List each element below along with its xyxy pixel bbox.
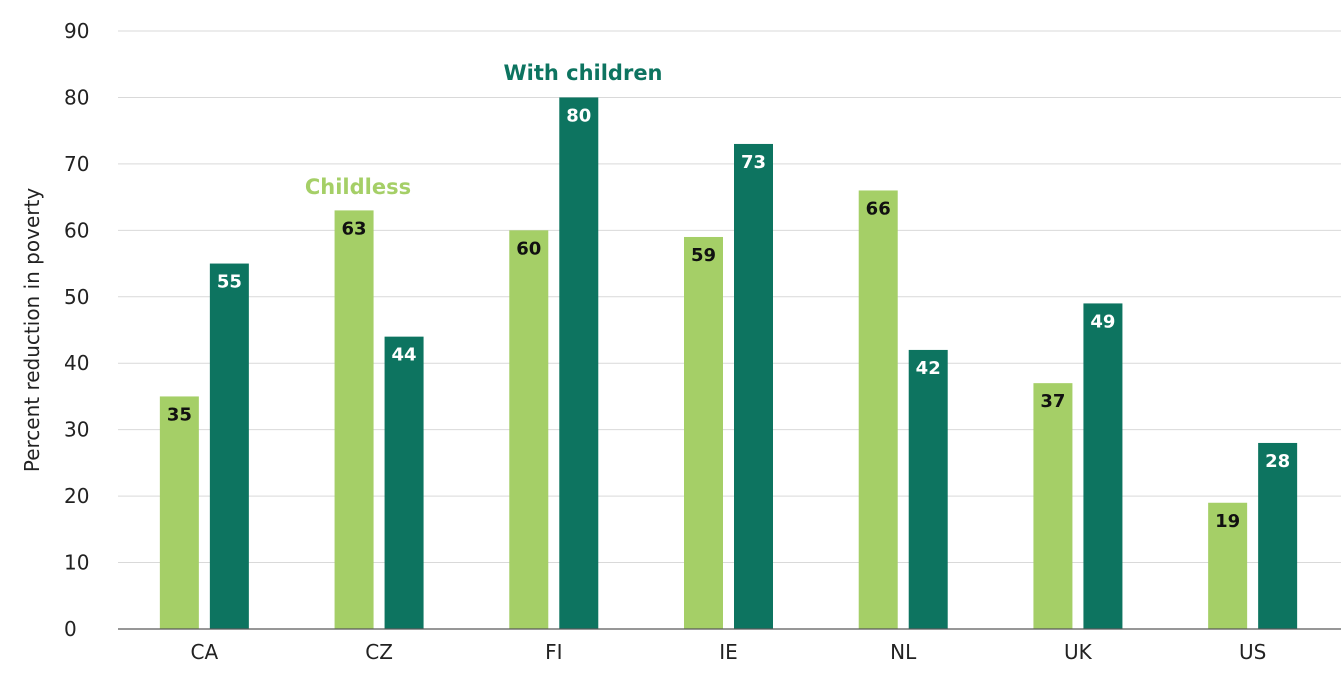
y-tick-label-30: 30	[64, 418, 89, 442]
bar-uk-childless	[1033, 383, 1073, 629]
bar-ie-with-children	[734, 143, 773, 629]
y-tick-label-40: 40	[64, 351, 89, 375]
bar-fi-childless	[509, 230, 549, 630]
gridlines	[118, 30, 1341, 564]
y-tick-label-0: 0	[64, 617, 77, 641]
x-tick-label-cz: CZ	[365, 640, 393, 664]
y-axis-label: Percent reduction in poverty	[20, 188, 44, 472]
y-tick-label-50: 50	[64, 285, 89, 309]
bar-us-with-children	[1258, 442, 1298, 629]
y-tick-label-20: 20	[64, 484, 89, 508]
y-axis-ticks: 0 10 20 30 40 50 60 70 80 90	[64, 19, 89, 641]
x-tick-label-ie: IE	[719, 640, 738, 664]
value-label-ca-childless: 35	[167, 404, 192, 425]
value-label-cz-childless: 63	[342, 218, 367, 239]
y-tick-label-70: 70	[64, 152, 89, 176]
bar-cz-childless	[334, 210, 374, 629]
bar-fi-with-children	[559, 97, 599, 629]
value-label-ie-childless: 59	[691, 245, 716, 266]
bar-nl-childless	[858, 190, 898, 629]
legend-childless: Childless	[305, 175, 411, 199]
bar-ca-childless	[159, 396, 199, 629]
value-label-uk-with-children: 49	[1090, 311, 1115, 332]
y-tick-label-60: 60	[64, 218, 89, 242]
bar-nl-with-children	[908, 349, 948, 629]
value-label-us-with-children: 28	[1265, 451, 1290, 472]
x-axis-ticks: CA CZ FI IE NL UK US	[191, 640, 1267, 664]
x-tick-label-us: US	[1239, 640, 1266, 664]
value-label-uk-childless: 37	[1040, 391, 1065, 412]
bar-cz-with-children	[384, 336, 424, 629]
value-label-us-childless: 19	[1215, 511, 1240, 532]
bar-ie-childless	[684, 236, 723, 629]
bars	[159, 97, 1298, 630]
y-tick-label-80: 80	[64, 85, 89, 109]
value-label-ca-with-children: 55	[217, 272, 242, 293]
bar-us-childless	[1208, 502, 1248, 629]
value-label-cz-with-children: 44	[392, 345, 417, 366]
value-labels: 35 55 63 44 60 80 59 73 66 42 37 49 19 28	[167, 105, 1290, 531]
x-tick-label-nl: NL	[890, 640, 917, 664]
value-label-fi-with-children: 80	[566, 105, 591, 126]
value-label-nl-with-children: 42	[916, 358, 941, 379]
legend-with-children: With children	[503, 61, 662, 85]
bar-uk-with-children	[1083, 303, 1123, 629]
y-tick-label-90: 90	[64, 19, 89, 43]
x-tick-label-uk: UK	[1064, 640, 1093, 664]
bar-ca-with-children	[209, 263, 249, 629]
x-tick-label-ca: CA	[191, 640, 219, 664]
value-label-ie-with-children: 73	[741, 152, 766, 173]
y-tick-label-10: 10	[64, 551, 89, 575]
x-tick-label-fi: FI	[545, 640, 562, 664]
value-label-nl-childless: 66	[866, 198, 891, 219]
value-label-fi-childless: 60	[516, 238, 541, 259]
